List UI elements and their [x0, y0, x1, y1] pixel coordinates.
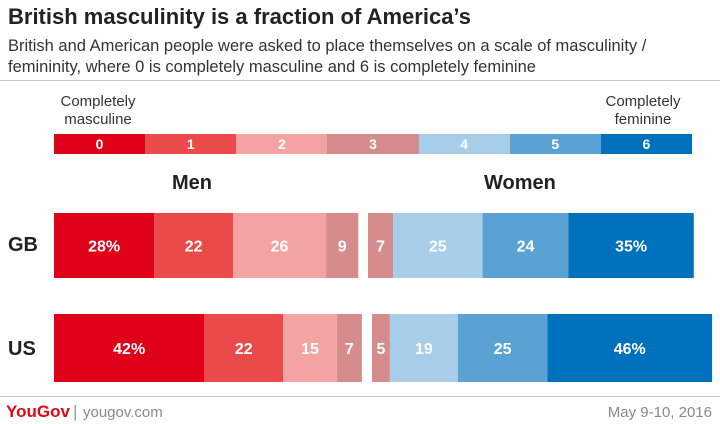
bar-label-gb-women-seg-4: 25: [429, 239, 447, 256]
footer-date: May 9-10, 2016: [607, 404, 712, 421]
chart-subtitle: British and American people were asked t…: [8, 37, 647, 76]
bar-label-gb-men-seg-0: 28%: [88, 239, 120, 256]
bar-gb-men-seg-3: [326, 213, 359, 278]
group-heading-men: Men: [172, 172, 212, 194]
bar-gb-men-seg-2: [233, 213, 327, 278]
bar-us-women-seg-5: [457, 314, 548, 382]
bar-gb-women-seg-4: [393, 213, 483, 278]
bar-label-us-men-seg-1: 22: [235, 341, 253, 358]
row-label-us: US: [8, 338, 36, 360]
bar-gb-men-seg-1: [154, 213, 233, 278]
scale-tick-2: 2: [236, 134, 328, 154]
bar-label-us-women-seg-3: 5: [376, 341, 385, 358]
row-label-gb: GB: [8, 234, 38, 256]
bar-us-men-seg-1: [204, 314, 284, 382]
bar-us-women-seg-3: [372, 314, 390, 382]
bar-gb-women-seg-5: [482, 213, 569, 278]
bar-gb-women-seg-6: [568, 213, 694, 278]
footer-separator: |: [73, 402, 78, 421]
bar-label-gb-men-seg-3: 9: [338, 239, 347, 256]
top-divider: [0, 80, 720, 81]
bar-us-women-seg-4: [389, 314, 458, 382]
scale-tick-4: 4: [418, 134, 510, 154]
bar-us-men-seg-0: [54, 314, 205, 382]
bar-us-men-seg-2: [283, 314, 337, 382]
scale-left-label: Completely masculine: [60, 93, 136, 128]
bar-us-men-seg-3: [336, 314, 362, 382]
bar-label-gb-women-seg-6: 35%: [615, 239, 647, 256]
scale-tick-3: 3: [327, 134, 419, 154]
scale-tick-0: 0: [54, 134, 146, 154]
chart-title: British masculinity is a fraction of Ame…: [8, 4, 471, 29]
bar-label-us-men-seg-0: 42%: [113, 341, 145, 358]
bottom-divider: [0, 396, 720, 397]
scale-right-label: Completely feminine: [605, 93, 681, 128]
scale-tick-5: 5: [509, 134, 601, 154]
bar-gb-women-seg-3: [368, 213, 394, 278]
bar-gb-men-seg-0: [54, 213, 155, 278]
bar-label-us-women-seg-6: 46%: [614, 341, 646, 358]
scale-tick-6: 6: [600, 134, 692, 154]
bar-label-us-men-seg-3: 7: [345, 341, 354, 358]
footer-site-link[interactable]: yougov.com: [83, 404, 163, 421]
bar-label-us-women-seg-4: 19: [415, 341, 433, 358]
bar-label-us-men-seg-2: 15: [301, 341, 319, 358]
bar-label-gb-women-seg-3: 7: [376, 239, 385, 256]
group-heading-women: Women: [484, 172, 556, 194]
bar-us-women-seg-6: [547, 314, 713, 382]
bar-label-us-women-seg-5: 25: [494, 341, 512, 358]
yougov-logo: YouGov: [6, 402, 70, 421]
bar-label-gb-men-seg-2: 26: [271, 239, 289, 256]
bar-label-gb-women-seg-5: 24: [517, 239, 535, 256]
scale-tick-1: 1: [145, 134, 237, 154]
bar-label-gb-men-seg-1: 22: [185, 239, 203, 256]
scale-legend: 0 1 2 3 4 5 6: [54, 134, 692, 154]
